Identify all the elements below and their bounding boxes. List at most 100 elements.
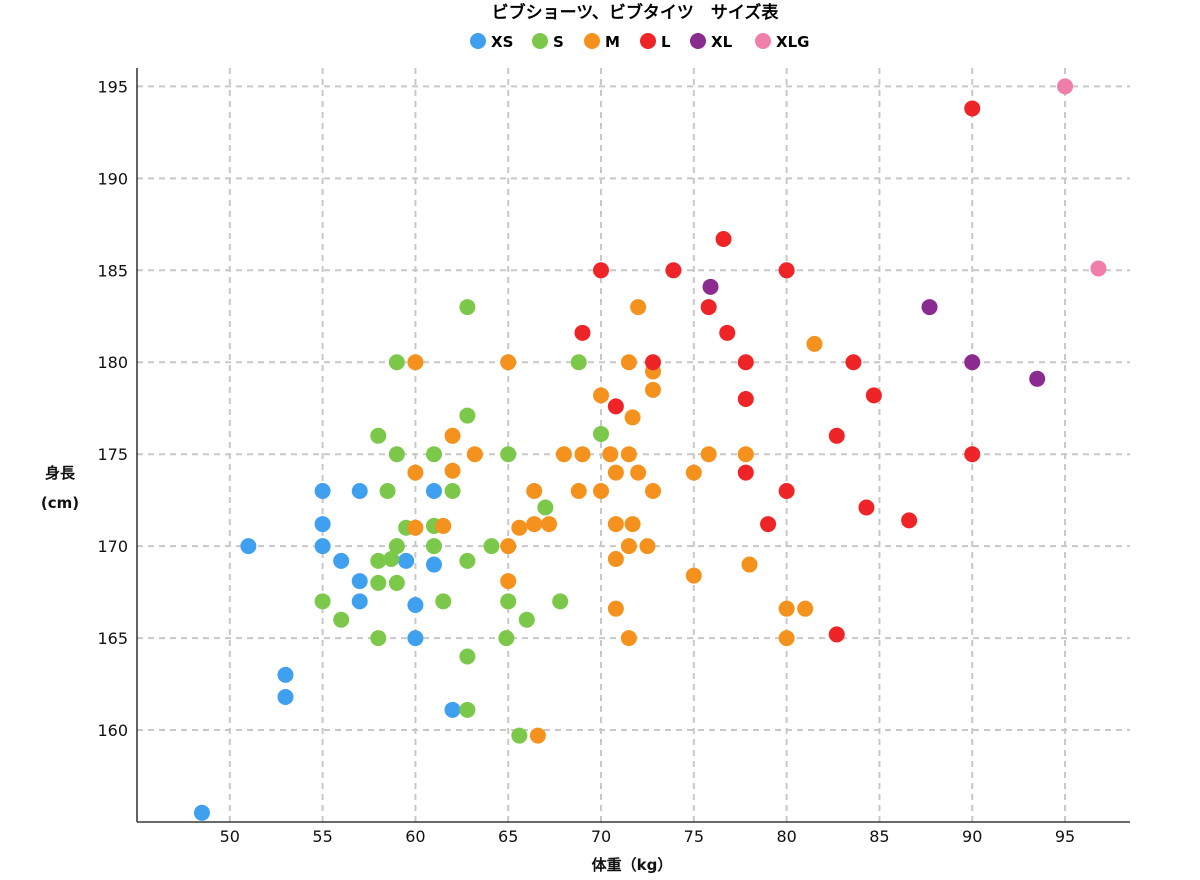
data-point-m [639,538,656,555]
data-point-m [526,516,543,533]
x-tick-label: 85 [869,827,889,846]
legend-marker [690,33,706,49]
data-point-m [500,354,517,371]
data-point-s [500,593,517,610]
series-xs [193,482,461,821]
legend-item-xs: XS [470,33,513,51]
y-tick-label: 175 [97,445,128,464]
data-point-s [425,538,442,555]
data-point-s [459,701,476,718]
data-point-xs [407,630,424,647]
data-points [193,78,1107,821]
data-point-xs [425,482,442,499]
data-point-s [388,354,405,371]
y-tick-label: 160 [97,721,128,740]
data-point-l [719,324,736,341]
data-point-m [624,516,641,533]
legend-item-xlg: XLG [755,33,809,51]
data-point-s [498,630,515,647]
data-point-m [444,427,461,444]
x-tick-label: 60 [405,827,425,846]
data-point-m [555,446,572,463]
legend-item-l: L [640,33,671,51]
x-tick-labels: 50 55 60 65 70 75 80 85 90 95 [220,827,1076,846]
data-point-l [737,354,754,371]
legend-label: L [661,33,671,51]
data-point-xs [351,573,368,590]
data-point-m [806,335,823,352]
data-point-s [593,425,610,442]
data-point-l [828,626,845,643]
data-point-s [552,593,569,610]
legend-marker [584,33,600,49]
data-point-m [602,446,619,463]
data-point-m [570,482,587,499]
series-xlg [1057,78,1107,277]
data-point-l [858,499,875,516]
legend-label: XL [711,33,733,51]
data-point-l [715,231,732,248]
legend-item-s: S [532,33,564,51]
legend-label: XLG [776,33,809,51]
y-tick-label: 170 [97,537,128,556]
data-point-m [593,387,610,404]
data-point-l [574,324,591,341]
y-axis-title-line1: 身長 [45,464,76,482]
data-point-m [778,600,795,617]
data-point-xs [351,482,368,499]
legend-marker [532,33,548,49]
data-point-xs [314,538,331,555]
data-point-l [778,482,795,499]
y-tick-label: 195 [97,77,128,96]
data-point-s [425,446,442,463]
data-point-xs [407,596,424,613]
y-tick-label: 180 [97,353,128,372]
data-point-s [459,407,476,424]
y-tick-label: 190 [97,169,128,188]
data-point-m [444,462,461,479]
data-point-xlg [1057,78,1074,95]
data-point-s [383,551,400,568]
legend: XS S M L XL XLG [470,33,809,51]
y-tick-label: 185 [97,261,128,280]
data-point-m [741,556,758,573]
data-point-s [314,593,331,610]
x-tick-label: 55 [312,827,332,846]
data-point-m [435,517,452,534]
data-point-l [644,354,661,371]
grid [137,68,1130,822]
data-point-m [511,519,528,536]
data-point-xl [964,354,981,371]
axes [136,68,1130,823]
data-point-l [828,427,845,444]
legend-marker [470,33,486,49]
chart-title: ビブショーツ、ビブタイツ サイズ表 [492,2,780,23]
data-point-m [607,464,624,481]
data-point-m [529,727,546,744]
data-point-s [388,574,405,591]
data-point-xs [444,701,461,718]
data-point-m [466,446,483,463]
data-point-m [797,600,814,617]
data-point-m [407,464,424,481]
data-point-xs [240,538,257,555]
y-axis-title-line2: (cm) [41,494,79,512]
series-l [574,100,981,643]
data-point-l [700,299,717,316]
data-point-m [700,446,717,463]
data-point-m [778,630,795,647]
data-point-l [964,446,981,463]
data-point-xlg [1090,260,1107,277]
data-point-m [541,516,558,533]
x-tick-label: 70 [591,827,611,846]
data-point-m [607,516,624,533]
x-tick-label: 75 [684,827,704,846]
x-tick-label: 65 [498,827,518,846]
data-point-s [370,630,387,647]
y-tick-label: 165 [97,629,128,648]
data-point-xs [277,688,294,705]
data-point-m [644,482,661,499]
data-point-m [574,446,591,463]
data-point-l [901,512,918,529]
data-point-s [459,648,476,665]
